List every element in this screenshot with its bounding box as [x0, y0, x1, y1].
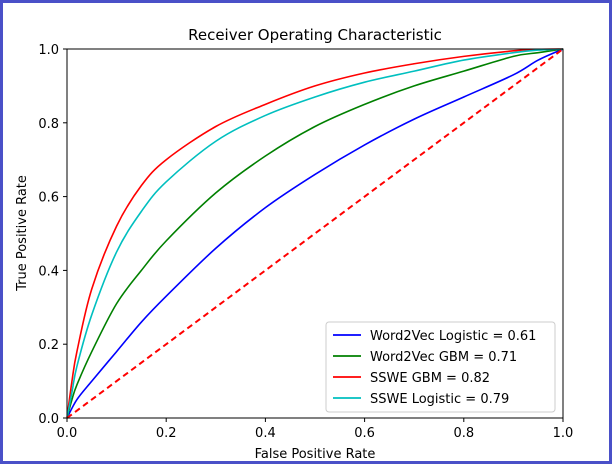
legend: Word2Vec Logistic = 0.61 Word2Vec GBM = 0… [325, 321, 556, 413]
y-tick-label: 0.4 [38, 264, 59, 279]
y-tick-label: 0.6 [38, 191, 59, 206]
series-line-sswe-gbm-0-82 [66, 48, 564, 419]
series-line-sswe-logistic-0-79 [66, 48, 564, 419]
reference-diagonal-line [66, 48, 564, 419]
y-tick-label: 0.8 [38, 117, 59, 132]
x-tick-label: 0.4 [255, 426, 276, 441]
legend-label: SSWE GBM = 0.82 [370, 371, 490, 386]
y-tick-label: 0.2 [38, 338, 59, 353]
y-axis-label: True Positive Rate [15, 175, 30, 292]
x-tick-label: 0.6 [354, 426, 375, 441]
series-line-word2vec-logistic-0-61 [66, 48, 564, 419]
y-tick-label: 0.0 [38, 412, 59, 427]
plot-area-border [66, 48, 564, 419]
x-tick-label: 0.8 [453, 426, 474, 441]
series-layer [66, 48, 564, 419]
x-tick-label: 0.2 [156, 426, 177, 441]
chart-title: Receiver Operating Characteristic [188, 26, 442, 44]
legend-label: Word2Vec Logistic = 0.61 [370, 329, 536, 344]
x-axis-label: False Positive Rate [255, 447, 376, 462]
legend-label: Word2Vec GBM = 0.71 [370, 350, 517, 365]
legend-label: SSWE Logistic = 0.79 [370, 392, 509, 407]
x-tick-label: 1.0 [553, 426, 574, 441]
series-line-word2vec-gbm-0-71 [66, 48, 564, 419]
x-tick-label: 0.0 [57, 426, 78, 441]
legend-box [325, 321, 556, 413]
axis-ticks: 0.0 0.2 0.4 0.6 0.8 1.0 0.0 0.2 0.4 0.6 0.8 1.0 [38, 43, 573, 441]
y-tick-label: 1.0 [38, 43, 59, 58]
